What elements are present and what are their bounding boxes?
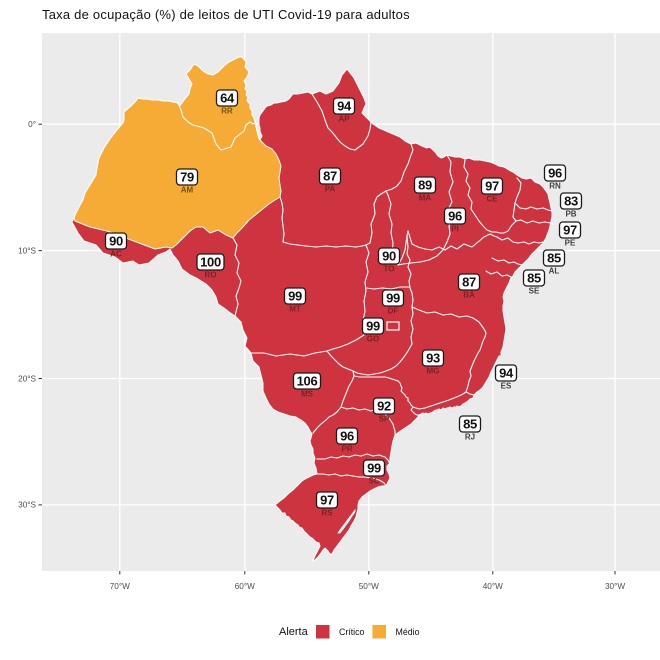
svg-text:ES: ES (501, 381, 512, 390)
svg-text:96: 96 (340, 429, 354, 444)
svg-text:90: 90 (382, 249, 396, 264)
svg-text:100: 100 (200, 255, 221, 270)
svg-text:90: 90 (109, 234, 123, 249)
svg-text:MS: MS (301, 389, 314, 398)
svg-text:PR: PR (341, 444, 352, 453)
svg-text:85: 85 (527, 271, 541, 286)
svg-text:PI: PI (451, 224, 459, 233)
svg-text:85: 85 (547, 251, 561, 266)
svg-text:GO: GO (367, 334, 379, 343)
svg-text:MG: MG (427, 366, 440, 375)
svg-text:87: 87 (323, 169, 337, 184)
svg-text:99: 99 (288, 289, 302, 304)
svg-text:96: 96 (548, 166, 562, 181)
svg-text:40°W: 40°W (483, 582, 503, 591)
svg-text:20°S: 20°S (18, 374, 36, 383)
svg-text:RS: RS (321, 508, 333, 517)
svg-text:96: 96 (448, 209, 462, 224)
svg-text:PA: PA (325, 184, 336, 193)
svg-text:RR: RR (221, 106, 233, 115)
svg-text:AL: AL (549, 266, 560, 275)
svg-text:SC: SC (368, 476, 379, 485)
svg-text:PB: PB (565, 209, 576, 218)
svg-text:DF: DF (388, 306, 399, 315)
svg-text:50°W: 50°W (359, 582, 379, 591)
svg-text:94: 94 (337, 99, 352, 114)
svg-text:30°S: 30°S (18, 501, 36, 510)
svg-text:MA: MA (419, 193, 432, 202)
svg-text:70°W: 70°W (110, 582, 130, 591)
svg-text:92: 92 (377, 399, 391, 414)
svg-text:Médio: Médio (396, 627, 420, 637)
svg-text:93: 93 (426, 351, 440, 366)
svg-text:Crítico: Crítico (339, 627, 365, 637)
svg-text:97: 97 (485, 179, 499, 194)
svg-text:89: 89 (418, 178, 432, 193)
svg-text:PE: PE (565, 238, 576, 247)
svg-text:97: 97 (320, 493, 334, 508)
svg-text:79: 79 (180, 170, 194, 185)
svg-text:99: 99 (386, 291, 400, 306)
svg-text:RJ: RJ (465, 432, 475, 441)
svg-text:83: 83 (564, 194, 578, 209)
svg-text:85: 85 (463, 417, 477, 432)
svg-text:CE: CE (486, 194, 498, 203)
svg-text:RO: RO (205, 270, 217, 279)
svg-text:SE: SE (529, 286, 540, 295)
svg-text:SP: SP (379, 414, 390, 423)
svg-text:AP: AP (338, 114, 350, 123)
svg-text:AC: AC (110, 249, 122, 258)
svg-text:94: 94 (499, 366, 514, 381)
svg-text:10°S: 10°S (18, 246, 36, 255)
svg-text:99: 99 (366, 319, 380, 334)
svg-text:60°W: 60°W (235, 582, 255, 591)
svg-text:30°W: 30°W (605, 582, 625, 591)
svg-text:97: 97 (563, 223, 577, 238)
svg-text:87: 87 (462, 275, 476, 290)
svg-text:106: 106 (297, 374, 318, 389)
svg-text:AM: AM (181, 185, 194, 194)
svg-text:64: 64 (220, 91, 235, 106)
svg-text:0°: 0° (28, 120, 36, 129)
svg-text:TO: TO (384, 264, 395, 273)
svg-text:RN: RN (549, 181, 561, 190)
svg-text:Alerta: Alerta (279, 626, 309, 638)
svg-text:BA: BA (463, 290, 475, 299)
svg-text:MT: MT (289, 304, 301, 313)
svg-text:99: 99 (367, 461, 381, 476)
